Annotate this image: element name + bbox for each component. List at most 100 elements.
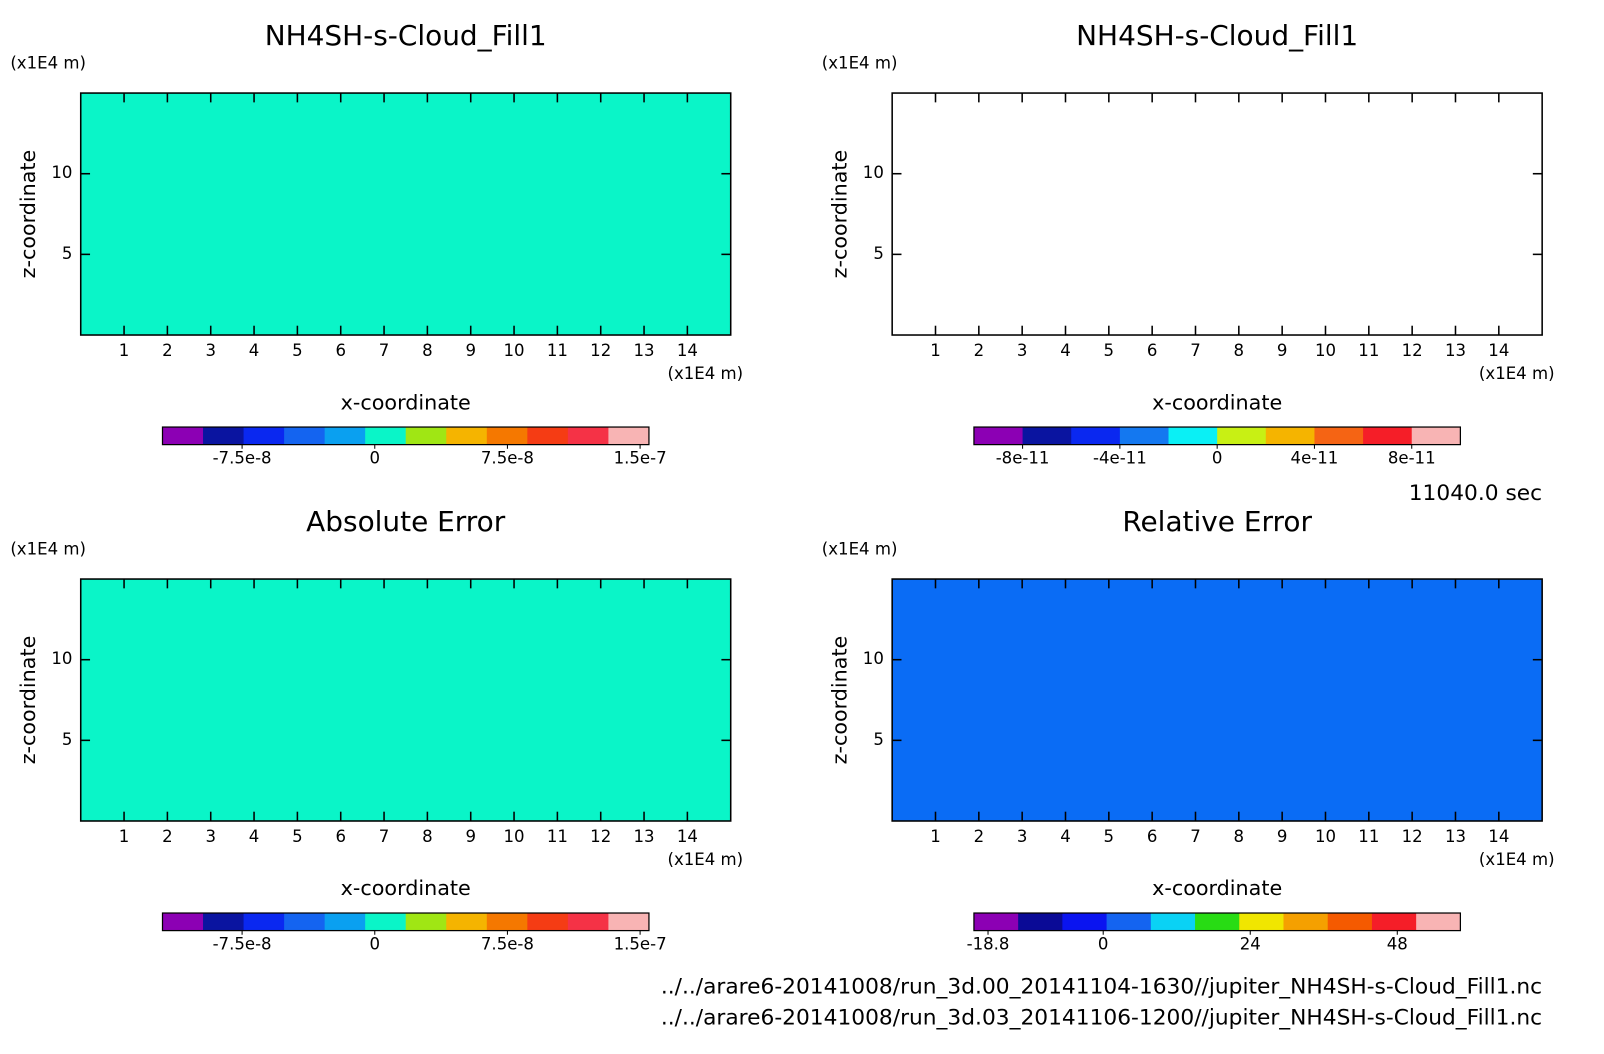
x-axis-label: x-coordinate xyxy=(341,390,471,414)
x-tick-label: 11 xyxy=(1358,827,1379,846)
colorbar-cell xyxy=(1018,913,1063,931)
colorbar-tick-label: -18.8 xyxy=(967,935,1010,954)
x-tick-label: 7 xyxy=(1190,341,1201,360)
x-tick-label: 10 xyxy=(504,827,525,846)
colorbar-cell xyxy=(527,913,569,931)
x-tick-label: 11 xyxy=(1358,341,1379,360)
x-axis-label: x-coordinate xyxy=(1152,876,1282,900)
colorbar-cell xyxy=(365,427,407,445)
colorbar-tick-label: 1.5e-7 xyxy=(614,449,667,468)
panel-title: Relative Error xyxy=(1122,505,1312,538)
colorbar-cell xyxy=(1314,427,1364,445)
colorbar-cell xyxy=(243,427,285,445)
x-tick-label: 1 xyxy=(119,341,130,360)
colorbar-tick-label: 0 xyxy=(1212,449,1223,468)
colorbar-cell xyxy=(608,427,650,445)
colorbar-cell xyxy=(1062,913,1108,931)
colorbar-cell xyxy=(203,913,245,931)
figure-body: 11040.0 sec ../../arare6-20141008/run_3d… xyxy=(10,19,1554,1030)
panel-title: NH4SH-s-Cloud_Fill1 xyxy=(1076,19,1358,52)
colorbar-cell xyxy=(284,427,326,445)
x-tick-label: 13 xyxy=(1445,827,1466,846)
y-axis-label: z-coordinate xyxy=(16,150,40,279)
x-axis-label: x-coordinate xyxy=(1152,390,1282,414)
colorbar-tick-label: 7.5e-8 xyxy=(481,449,534,468)
y-axis-label: z-coordinate xyxy=(827,636,851,765)
x-tick-label: 6 xyxy=(335,827,346,846)
colorbar-tick-label: 24 xyxy=(1240,935,1261,954)
colorbar-tick-label: 8e-11 xyxy=(1388,449,1436,468)
x-unit: (x1E4 m) xyxy=(1479,850,1555,869)
x-tick-label: 4 xyxy=(249,341,260,360)
x-tick-label: 10 xyxy=(1315,827,1336,846)
x-tick-label: 8 xyxy=(422,341,433,360)
plot-area xyxy=(892,579,1543,821)
colorbar-cell xyxy=(567,913,609,931)
colorbar-cell xyxy=(446,913,488,931)
x-tick-label: 12 xyxy=(1402,827,1423,846)
time-label: 11040.0 sec xyxy=(1409,481,1542,506)
x-tick-label: 13 xyxy=(634,827,655,846)
plot-frame xyxy=(891,92,1543,336)
colorbar-tick-label: -7.5e-8 xyxy=(213,935,272,954)
plot-frame xyxy=(79,578,732,822)
colorbar-cell xyxy=(567,427,609,445)
colorbar-cell xyxy=(1371,913,1417,931)
x-tick-label: 6 xyxy=(335,341,346,360)
colorbar-frame xyxy=(161,426,650,446)
x-tick-label: 5 xyxy=(292,341,303,360)
x-tick-label: 12 xyxy=(1402,341,1423,360)
colorbar-cell xyxy=(1150,913,1196,931)
x-tick-label: 13 xyxy=(634,341,655,360)
y-axis-label: z-coordinate xyxy=(827,150,851,279)
x-tick-label: 11 xyxy=(547,341,568,360)
x-tick-label: 2 xyxy=(162,827,173,846)
x-unit: (x1E4 m) xyxy=(667,850,743,869)
x-tick-label: 7 xyxy=(1190,827,1201,846)
x-unit: (x1E4 m) xyxy=(667,364,743,383)
colorbar-cell xyxy=(1071,427,1121,445)
colorbar-cell xyxy=(1168,427,1218,445)
colorbar-cell xyxy=(405,427,447,445)
y-tick-label: 5 xyxy=(62,244,73,263)
colorbar-cell xyxy=(324,427,366,445)
y-tick-label: 10 xyxy=(863,163,884,182)
x-tick-label: 11 xyxy=(547,827,568,846)
y-unit: (x1E4 m) xyxy=(10,540,86,559)
colorbar-cell xyxy=(1022,427,1072,445)
x-tick-label: 9 xyxy=(465,341,476,360)
y-unit: (x1E4 m) xyxy=(822,540,898,559)
colorbar-cell xyxy=(162,913,204,931)
colorbar-tick-label: 1.5e-7 xyxy=(614,935,667,954)
x-tick-label: 3 xyxy=(205,341,216,360)
x-tick-label: 4 xyxy=(1060,827,1071,846)
panel-title: Absolute Error xyxy=(306,505,506,538)
x-tick-label: 10 xyxy=(1315,341,1336,360)
x-tick-label: 12 xyxy=(590,341,611,360)
x-tick-label: 14 xyxy=(677,341,698,360)
colorbar-frame xyxy=(973,912,1462,932)
x-tick-label: 14 xyxy=(1488,827,1509,846)
file-path: ../../arare6-20141008/run_3d.00_20141104… xyxy=(661,974,1542,999)
x-tick-label: 5 xyxy=(1104,827,1115,846)
x-tick-label: 1 xyxy=(930,341,941,360)
colorbar-tick-label: 0 xyxy=(369,935,380,954)
x-tick-label: 10 xyxy=(504,341,525,360)
x-tick-label: 12 xyxy=(590,827,611,846)
x-tick-label: 6 xyxy=(1147,827,1158,846)
plot-area xyxy=(80,93,731,336)
colorbar-tick-label: -7.5e-8 xyxy=(213,449,272,468)
x-tick-label: 8 xyxy=(1234,341,1245,360)
x-tick-label: 1 xyxy=(119,827,130,846)
y-unit: (x1E4 m) xyxy=(10,54,86,73)
colorbar-tick-label: 0 xyxy=(1098,935,1109,954)
y-unit: (x1E4 m) xyxy=(822,54,898,73)
colorbar-cell xyxy=(162,427,204,445)
x-tick-label: 7 xyxy=(379,827,390,846)
colorbar-cell xyxy=(365,913,407,931)
y-tick-label: 10 xyxy=(51,649,72,668)
plot-area xyxy=(80,579,731,821)
colorbar-tick-label: 4e-11 xyxy=(1291,449,1339,468)
x-tick-label: 9 xyxy=(1277,341,1288,360)
